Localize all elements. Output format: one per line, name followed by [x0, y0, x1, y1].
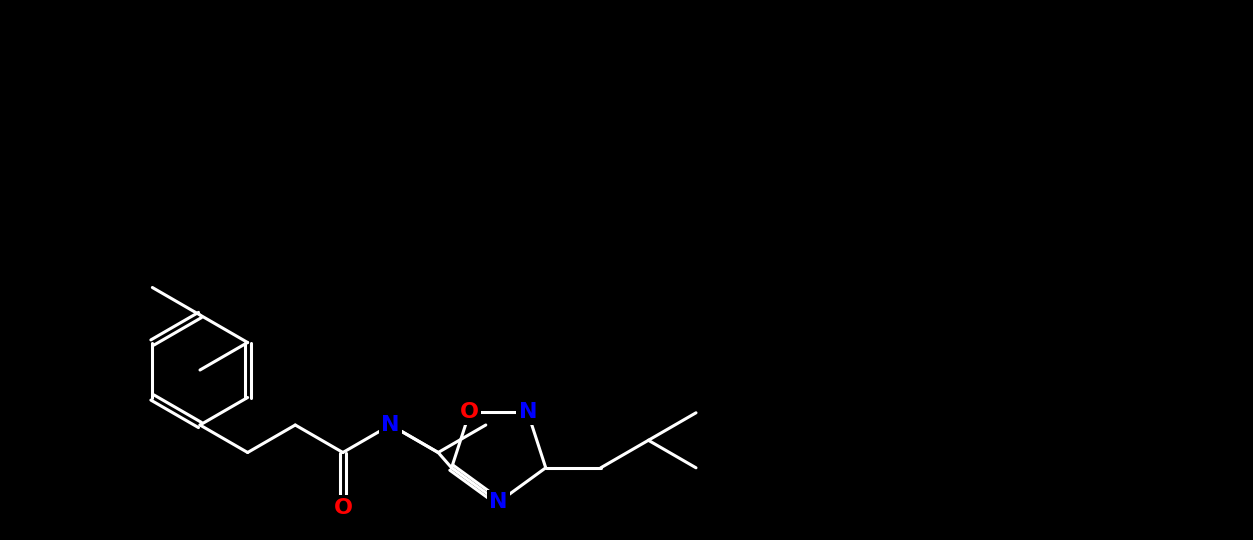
Text: O: O — [460, 402, 479, 422]
Text: N: N — [381, 415, 400, 435]
Text: O: O — [333, 497, 352, 517]
Text: N: N — [519, 402, 538, 422]
Text: N: N — [490, 492, 507, 512]
